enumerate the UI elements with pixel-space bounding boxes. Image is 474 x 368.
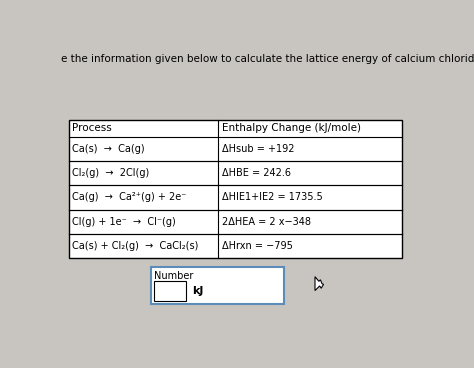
Text: ΔHBE = 242.6: ΔHBE = 242.6 [222,168,291,178]
Text: kJ: kJ [192,286,204,296]
Text: 2ΔHEA = 2 x−348: 2ΔHEA = 2 x−348 [222,217,311,227]
Text: Cl(g) + 1e⁻  →  Cl⁻(g): Cl(g) + 1e⁻ → Cl⁻(g) [72,217,175,227]
Bar [154,281,186,301]
Text: ΔHsub = +192: ΔHsub = +192 [222,144,294,154]
Bar [151,268,284,304]
Text: Cl₂(g)  →  2Cl(g): Cl₂(g) → 2Cl(g) [72,168,149,178]
Text: Ca(g)  →  Ca²⁺(g) + 2e⁻: Ca(g) → Ca²⁺(g) + 2e⁻ [72,192,186,202]
Text: Number: Number [154,270,193,280]
Polygon shape [315,277,324,291]
Text: Process: Process [72,123,111,133]
Text: Ca(s) + Cl₂(g)  →  CaCl₂(s): Ca(s) + Cl₂(g) → CaCl₂(s) [72,241,198,251]
Bar [69,120,402,258]
Text: Enthalpy Change (kJ/mole): Enthalpy Change (kJ/mole) [222,123,361,133]
Text: e the information given below to calculate the lattice energy of calcium chlorid: e the information given below to calcula… [61,54,474,64]
Text: ΔHrxn = −795: ΔHrxn = −795 [222,241,293,251]
Text: ΔHIE1+IE2 = 1735.5: ΔHIE1+IE2 = 1735.5 [222,192,323,202]
Text: Ca(s)  →  Ca(g): Ca(s) → Ca(g) [72,144,144,154]
